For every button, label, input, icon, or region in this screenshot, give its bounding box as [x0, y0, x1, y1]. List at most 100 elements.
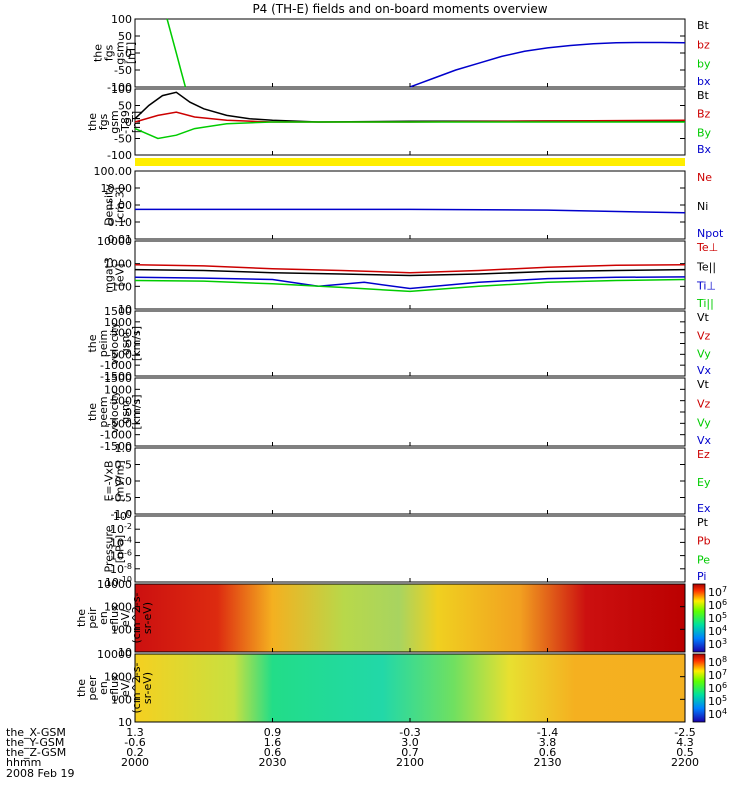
- y-axis-label: mgat3: [103, 257, 116, 293]
- y-axis-label: eflux: [108, 604, 121, 632]
- legend-entry: Pe: [697, 553, 710, 566]
- y-tick-label: -1500: [100, 440, 132, 453]
- y-tick-label: 100: [113, 509, 132, 523]
- series-Bz: [134, 111, 686, 123]
- y-tick-label: 1000: [104, 671, 132, 684]
- legend-entry: Bz: [697, 108, 711, 121]
- y-tick-label: 0.01: [108, 233, 133, 246]
- y-tick-label: 1000: [104, 601, 132, 614]
- y-tick-label: 1500: [104, 372, 132, 385]
- y-axis-label: Pressure: [103, 525, 116, 572]
- y-axis-label: E=-VxB: [103, 460, 116, 501]
- ephemeris-value: 2000: [121, 756, 149, 769]
- series-by: [166, 18, 187, 88]
- panel-6: 150010005000-500-1000-1500thepeemvelocit…: [86, 372, 712, 453]
- y-axis-label: [km/s]: [130, 326, 143, 361]
- colorbar-tick: 108: [708, 655, 727, 669]
- y-axis-label: gsm: [119, 400, 132, 423]
- flag-bar: [135, 158, 685, 166]
- legend-entry: Pt: [697, 516, 709, 529]
- series-Ti⊥: [134, 276, 686, 290]
- y-axis-label: (cm^2-s-: [130, 663, 143, 714]
- y-tick-label: 100: [111, 13, 132, 26]
- legend-entry: Ex: [697, 502, 711, 515]
- legend-entry: Pb: [697, 535, 711, 548]
- panel-frame: [134, 170, 686, 240]
- y-axis-label: the: [92, 44, 105, 62]
- y-axis-label: [mV/m]: [114, 460, 127, 501]
- y-tick-label: 10000: [97, 235, 132, 248]
- panel-frame: [134, 447, 686, 515]
- y-axis-label: peem: [97, 396, 110, 427]
- y-axis-label: gsm: [114, 41, 127, 64]
- legend-entry: Bt: [697, 89, 710, 102]
- y-axis-label: [eV]: [114, 264, 127, 287]
- panel-frame: [134, 515, 686, 583]
- legend-entry: Ez: [697, 448, 710, 461]
- y-axis-label: [km/s]: [130, 394, 143, 429]
- y-axis-label: en: [97, 611, 110, 625]
- y-tick-label: 500: [111, 395, 132, 408]
- y-axis-label: peir: [86, 607, 99, 629]
- y-tick-label: 50: [118, 100, 132, 113]
- y-axis-label: the: [86, 403, 99, 421]
- colorbar-tick: 103: [708, 637, 727, 651]
- y-tick-label: 10000: [97, 648, 132, 661]
- y-tick-label: 0: [125, 47, 132, 60]
- ephemeris-row-label: the_Z-GSM: [6, 746, 66, 759]
- ephemeris-value: 0.5: [676, 746, 694, 759]
- spectrogram: [135, 584, 685, 652]
- y-tick-label: 1000: [104, 316, 132, 329]
- legend-entry: By: [697, 126, 712, 139]
- figure-title: P4 (TH-E) fields and on-board moments ov…: [252, 2, 547, 16]
- legend-entry: Vx: [697, 364, 712, 377]
- series-By: [134, 121, 685, 140]
- y-tick-label: 10-6: [110, 549, 132, 563]
- legend-entry: Ni: [697, 200, 708, 213]
- y-axis-label: en: [97, 681, 110, 695]
- legend-entry: Vy: [697, 348, 711, 361]
- ephemeris-row-label: the_Y-GSM: [6, 736, 64, 749]
- y-tick-label: 100: [111, 623, 132, 636]
- legend-entry: Bx: [697, 143, 712, 156]
- ephemeris-value: 3.0: [401, 736, 419, 749]
- ephemeris-value: -0.3: [399, 726, 420, 739]
- y-axis-label: eflux: [108, 674, 121, 702]
- colorbar-tick: 105: [708, 611, 727, 625]
- y-axis-label: the: [86, 334, 99, 352]
- legend-entry: bx: [697, 75, 711, 88]
- y-tick-label: -1000: [100, 359, 132, 372]
- legend-entry: Vz: [697, 397, 711, 410]
- y-axis-label: [nT]: [125, 42, 138, 64]
- ephemeris-value: 0.6: [539, 746, 557, 759]
- legend-entry: Vt: [697, 378, 710, 391]
- y-tick-label: -1500: [100, 370, 132, 383]
- y-axis-label: sr-eV): [141, 602, 154, 634]
- y-tick-label: 500: [111, 327, 132, 340]
- colorbar-tick: 105: [708, 694, 727, 708]
- series-Te⊥: [134, 263, 686, 274]
- y-tick-label: 10000: [97, 578, 132, 591]
- y-tick-label: 10-2: [110, 522, 132, 536]
- y-axis-label: gsm: [119, 332, 132, 355]
- y-tick-label: 0.0: [115, 475, 133, 488]
- y-axis-label: fgs: [97, 113, 110, 130]
- ephemeris-value: 1.3: [126, 726, 144, 739]
- colorbar: [692, 583, 706, 653]
- series-bx: [409, 41, 686, 88]
- legend-entry: Te⊥: [696, 241, 718, 254]
- y-tick-label: 0.5: [115, 459, 133, 472]
- y-tick-label: -500: [107, 417, 132, 430]
- series-Te||: [134, 268, 686, 277]
- colorbar-tick: 106: [708, 681, 727, 695]
- colorbar-tick: 104: [708, 624, 727, 638]
- y-axis-label: Density: [103, 184, 116, 226]
- ephemeris-value: 2200: [671, 756, 699, 769]
- legend-entry: bz: [697, 38, 710, 51]
- ephemeris-row-label: hhmm: [6, 756, 41, 769]
- date-label: 2008 Feb 19: [6, 767, 74, 780]
- y-tick-label: 1000: [104, 258, 132, 271]
